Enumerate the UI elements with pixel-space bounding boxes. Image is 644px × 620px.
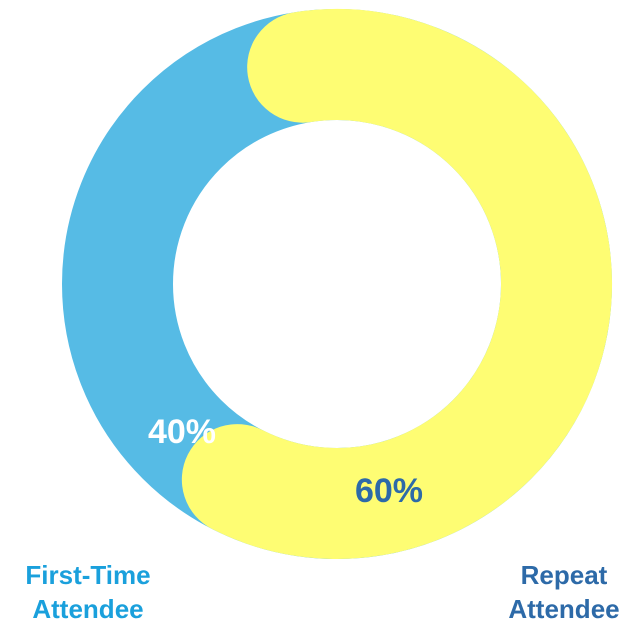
legend-first-line-1: First-Time <box>25 560 151 590</box>
legend-repeat-line-1: Repeat <box>520 560 608 590</box>
legend-label-repeat: Repeat Attendee <box>486 558 642 620</box>
legend-first-line-2: Attendee <box>32 594 144 620</box>
legend-label-first-time: First-Time Attendee <box>8 558 168 620</box>
slice-label-first-time: 40% <box>148 413 216 451</box>
legend-repeat-line-2: Attendee <box>508 594 620 620</box>
slice-label-repeat: 60% <box>355 472 423 510</box>
slice-repeat-attendee <box>181 9 612 559</box>
